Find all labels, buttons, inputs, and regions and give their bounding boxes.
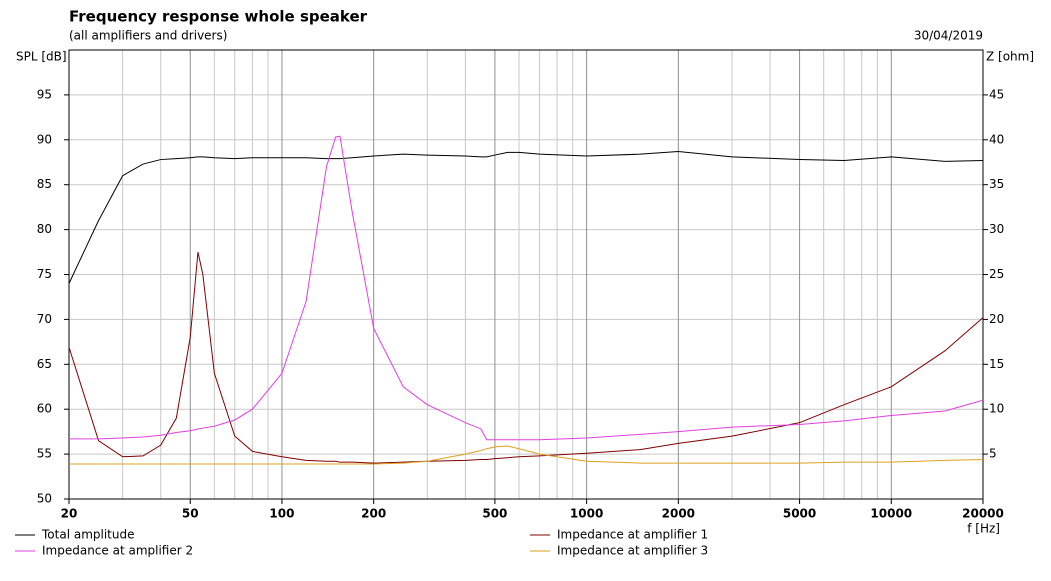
- y2-tick-label: 10: [989, 402, 1004, 416]
- chart-subtitle: (all amplifiers and drivers): [69, 29, 227, 43]
- y-tick-label: 85: [37, 177, 52, 191]
- x-tick-label: 10000: [870, 507, 912, 521]
- y-tick-label: 50: [37, 492, 52, 506]
- y2-tick-label: 35: [989, 177, 1004, 191]
- y-tick-label: 75: [37, 267, 52, 281]
- y-tick-label: 55: [37, 447, 52, 461]
- series-line: [69, 445, 984, 465]
- x-tick-label: 20000: [962, 507, 1004, 521]
- x-tick-label: 50: [182, 507, 199, 521]
- x-tick-label: 200: [361, 507, 386, 521]
- y2-tick-label: 30: [989, 222, 1004, 236]
- series-line: [69, 135, 984, 441]
- y-tick-label: 65: [37, 357, 52, 371]
- series-line: [68, 150, 984, 284]
- y-axis-label: SPL [dB]: [16, 50, 67, 64]
- x-tick-label: 2000: [662, 507, 695, 521]
- y2-tick-label: 15: [989, 357, 1004, 371]
- x-tick-label: 1000: [570, 507, 603, 521]
- legend-label: Total amplitude: [41, 528, 134, 542]
- x-tick-label: 100: [269, 507, 294, 521]
- y2-tick-label: 45: [989, 87, 1004, 101]
- x-tick-label: 500: [482, 507, 507, 521]
- chart-title: Frequency response whole speaker: [69, 8, 368, 26]
- legend-label: Impedance at amplifier 2: [42, 544, 193, 558]
- legend-label: Impedance at amplifier 1: [557, 528, 708, 542]
- y-tick-label: 60: [37, 402, 52, 416]
- y2-tick-label: 25: [989, 267, 1004, 281]
- y2-tick-label: 5: [989, 447, 997, 461]
- y2-tick-label: 40: [989, 132, 1004, 146]
- y-tick-label: 90: [37, 132, 52, 146]
- date: 30/04/2019: [914, 29, 983, 43]
- y2-tick-label: 20: [989, 312, 1004, 326]
- x-tick-label: 5000: [783, 507, 816, 521]
- plot-border: [68, 49, 984, 500]
- y-tick-label: 70: [37, 312, 52, 326]
- series-line: [68, 251, 984, 464]
- y2-axis-label: Z [ohm]: [986, 50, 1034, 64]
- y-tick-label: 80: [37, 222, 52, 236]
- x-tick-label: 20: [61, 507, 78, 521]
- y-tick-label: 95: [37, 87, 52, 101]
- x-axis-label: f [Hz]: [967, 522, 1000, 536]
- legend-label: Impedance at amplifier 3: [557, 544, 708, 558]
